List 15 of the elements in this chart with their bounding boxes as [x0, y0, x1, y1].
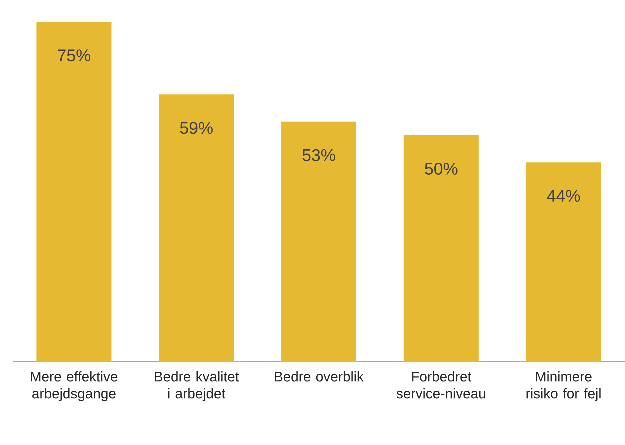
- bar: [526, 162, 602, 362]
- bar: [282, 122, 356, 362]
- data-label: 44%: [547, 190, 580, 202]
- x-tick-label: Minimere risiko for fejl: [526, 372, 601, 402]
- x-tick-label: Forbedret service-niveau: [396, 372, 486, 399]
- data-label: 75%: [58, 50, 91, 62]
- bar: [159, 94, 234, 362]
- data-label: 59%: [180, 122, 213, 134]
- data-label: 50%: [425, 162, 458, 175]
- x-tick-label: Bedre kvalitet i arbejdet: [155, 372, 240, 402]
- bar: [36, 22, 112, 362]
- x-tick-label: Bedre overblik: [275, 372, 364, 382]
- data-label: 53%: [302, 149, 336, 162]
- bar: [404, 135, 479, 362]
- x-tick-label: Mere effektive arbejdsgange: [31, 372, 118, 402]
